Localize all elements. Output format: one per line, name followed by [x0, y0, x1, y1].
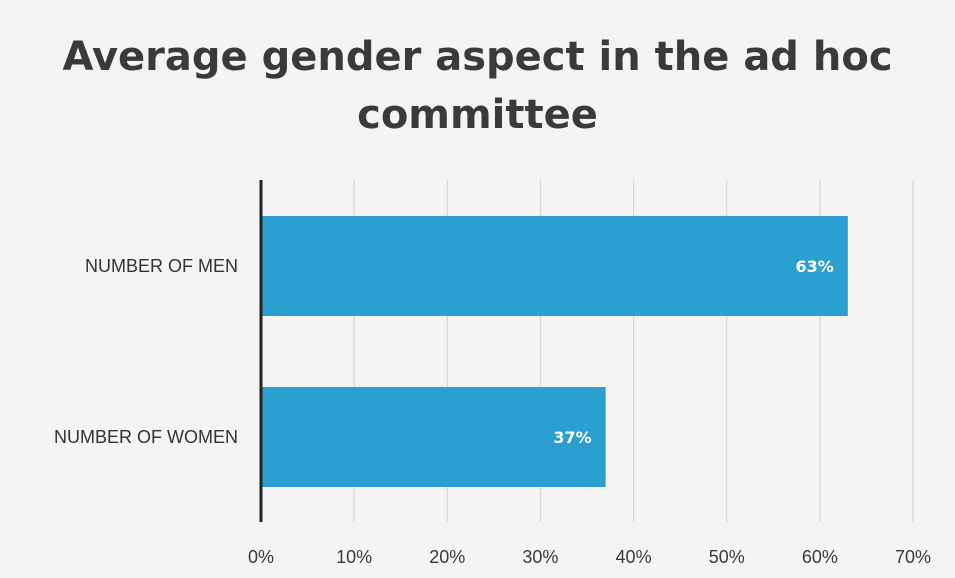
x-tick-label-20: 20%	[429, 547, 465, 567]
chart-title-line-1: Average gender aspect in the ad hoc	[62, 34, 893, 80]
chart-title: Average gender aspect in the ad hoc comm…	[0, 28, 955, 144]
bar-2	[261, 387, 606, 487]
x-tick-label-0: 0%	[248, 547, 274, 567]
chart-title-line-2: committee	[357, 92, 598, 138]
bars	[261, 216, 848, 487]
category-label-2: NUMBER OF WOMEN	[54, 427, 238, 447]
x-tick-label-40: 40%	[616, 547, 652, 567]
x-tick-label-30: 30%	[522, 547, 558, 567]
x-tick-label-10: 10%	[336, 547, 372, 567]
category-label-1: NUMBER OF MEN	[85, 256, 238, 276]
x-tick-label-60: 60%	[802, 547, 838, 567]
bar-1	[261, 216, 848, 316]
x-tick-label-50: 50%	[709, 547, 745, 567]
data-label-2: 37%	[553, 428, 591, 447]
data-label-1: 63%	[796, 257, 834, 276]
x-tick-label-70: 70%	[895, 547, 931, 567]
labels: 0% 10% 20% 30% 40% 50% 60% 70% NUMBER OF MEN 63% N…	[54, 256, 931, 567]
